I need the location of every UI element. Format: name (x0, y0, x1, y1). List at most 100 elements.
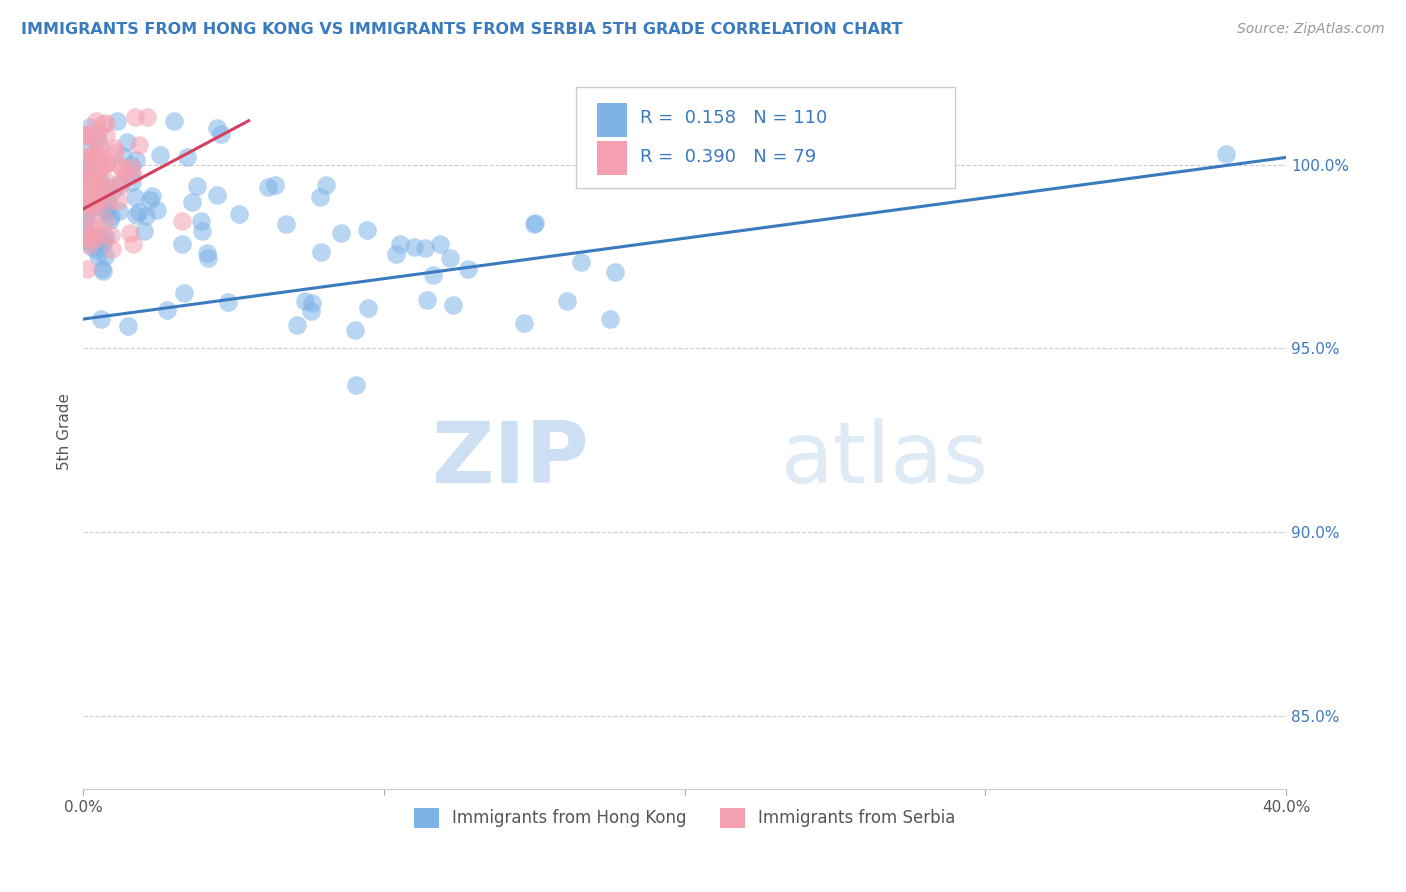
Point (94, 202, 117, 216)
Point (429, 236, 451, 251)
Point (264, 178, 287, 192)
Point (107, 194, 129, 209)
Point (346, 378, 368, 392)
Point (91, 227, 114, 242)
Point (73, 223, 96, 237)
Point (77, 182, 100, 196)
Point (87, 161, 110, 175)
Point (77, 171, 100, 186)
Point (75, 212, 97, 227)
Point (197, 252, 219, 266)
Point (139, 194, 162, 208)
Point (83, 221, 105, 235)
Point (125, 208, 148, 222)
Text: IMMIGRANTS FROM HONG KONG VS IMMIGRANTS FROM SERBIA 5TH GRADE CORRELATION CHART: IMMIGRANTS FROM HONG KONG VS IMMIGRANTS … (21, 22, 903, 37)
Point (197, 246, 219, 260)
Point (134, 224, 156, 238)
Point (77, 167, 100, 181)
Point (84, 178, 107, 192)
Point (315, 178, 337, 193)
Point (90, 194, 112, 209)
Point (163, 113, 186, 128)
Point (413, 241, 436, 255)
Point (416, 293, 439, 307)
Point (149, 148, 172, 162)
Point (83, 200, 105, 214)
Point (79, 174, 101, 188)
Point (73, 191, 96, 205)
Point (87, 198, 110, 212)
Point (94, 116, 117, 130)
Point (82, 240, 104, 254)
Point (176, 150, 198, 164)
Point (84, 191, 107, 205)
Point (309, 190, 332, 204)
Point (569, 255, 592, 269)
Point (84, 114, 107, 128)
Point (94, 128, 117, 142)
Point (299, 303, 322, 318)
Text: ZIP: ZIP (430, 418, 589, 501)
Point (385, 247, 408, 261)
Point (117, 318, 139, 333)
Point (96, 175, 118, 189)
Point (186, 178, 208, 193)
Point (86, 249, 108, 263)
Point (257, 179, 280, 194)
Point (91, 118, 114, 132)
Point (76, 196, 98, 211)
Point (76, 232, 98, 246)
Point (439, 251, 461, 265)
Point (294, 294, 316, 309)
Point (114, 164, 136, 178)
Point (180, 194, 202, 209)
Point (91, 160, 114, 174)
Point (91, 237, 114, 252)
Point (73, 234, 96, 248)
Point (83, 217, 105, 231)
Point (79, 138, 101, 153)
Point (91, 232, 114, 246)
Point (87, 125, 110, 139)
Point (89, 141, 111, 155)
Point (100, 227, 122, 242)
Point (75, 231, 97, 245)
Point (112, 149, 135, 163)
Point (124, 110, 146, 124)
Point (110, 174, 132, 188)
Point (120, 169, 142, 183)
Point (84, 232, 107, 246)
Point (523, 217, 546, 231)
Point (217, 294, 239, 309)
Point (91, 179, 114, 194)
Point (82, 200, 104, 214)
FancyBboxPatch shape (576, 87, 955, 187)
Point (77, 187, 100, 202)
Point (512, 316, 534, 330)
Point (91, 264, 114, 278)
Point (124, 190, 146, 204)
Point (86, 193, 108, 207)
Point (98, 194, 121, 209)
Point (86, 166, 108, 180)
Point (75, 184, 97, 198)
Point (82, 227, 104, 242)
Text: Source: ZipAtlas.com: Source: ZipAtlas.com (1237, 22, 1385, 37)
Point (122, 169, 145, 183)
Point (79, 120, 101, 134)
Point (191, 224, 214, 238)
Point (115, 136, 138, 150)
Point (389, 237, 412, 252)
Point (603, 265, 626, 279)
Point (96, 193, 118, 207)
Point (128, 204, 150, 219)
Point (90, 312, 112, 326)
Legend: Immigrants from Hong Kong, Immigrants from Serbia: Immigrants from Hong Kong, Immigrants fr… (406, 801, 962, 835)
Point (356, 223, 378, 237)
Point (122, 237, 145, 252)
FancyBboxPatch shape (596, 141, 627, 176)
Point (96, 154, 118, 169)
Point (402, 239, 425, 253)
Point (73, 181, 96, 195)
Point (110, 178, 132, 193)
